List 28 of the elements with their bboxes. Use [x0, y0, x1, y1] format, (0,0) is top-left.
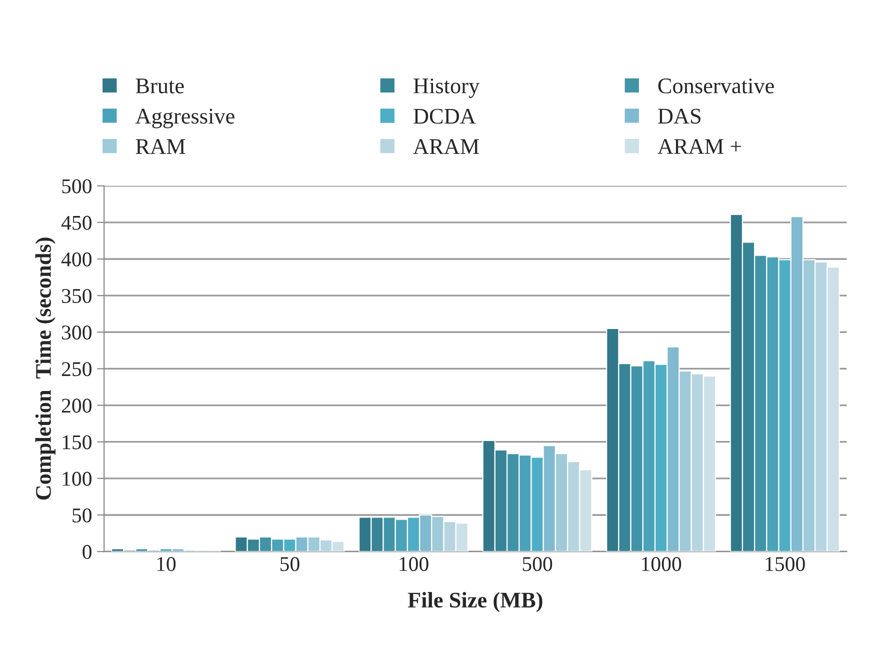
x-tick-label: 100: [400, 557, 428, 572]
legend-label: Brute: [136, 78, 184, 94]
legend-label: History: [414, 78, 480, 98]
legend-label: DCDA: [414, 108, 476, 124]
y-tick-label: 400: [61, 252, 92, 266]
y-tick-label: 300: [62, 326, 92, 340]
y-tick-label: 450: [61, 216, 92, 230]
x-axis-title: File Size (MB): [408, 592, 542, 612]
x-tick-label: 1500: [766, 557, 805, 572]
legend-label: ARAM +: [658, 139, 742, 154]
legend-label: Aggressive: [135, 108, 234, 128]
y-tick-label: 250: [62, 362, 92, 376]
x-tick-label: 500: [522, 557, 552, 572]
y-tick-label: 0: [82, 544, 92, 559]
x-tick-label: 50: [280, 557, 300, 572]
y-tick-label: 100: [62, 472, 92, 486]
y-tick-label: 50: [72, 508, 92, 522]
y-axis-title: Completion Time (seconds): [35, 238, 56, 500]
legend-label: DAS: [658, 108, 700, 124]
legend-label: Conservative: [658, 78, 774, 94]
legend-label: ARAM: [413, 139, 479, 154]
y-tick-label: 350: [62, 288, 92, 304]
y-tick-label: 200: [62, 398, 92, 413]
x-tick-label: 1000: [642, 557, 682, 572]
y-tick-label: 150: [62, 435, 92, 450]
x-tick-label: 10: [157, 557, 176, 572]
y-tick-label: 500: [62, 179, 92, 194]
legend-label: RAM: [136, 139, 186, 154]
